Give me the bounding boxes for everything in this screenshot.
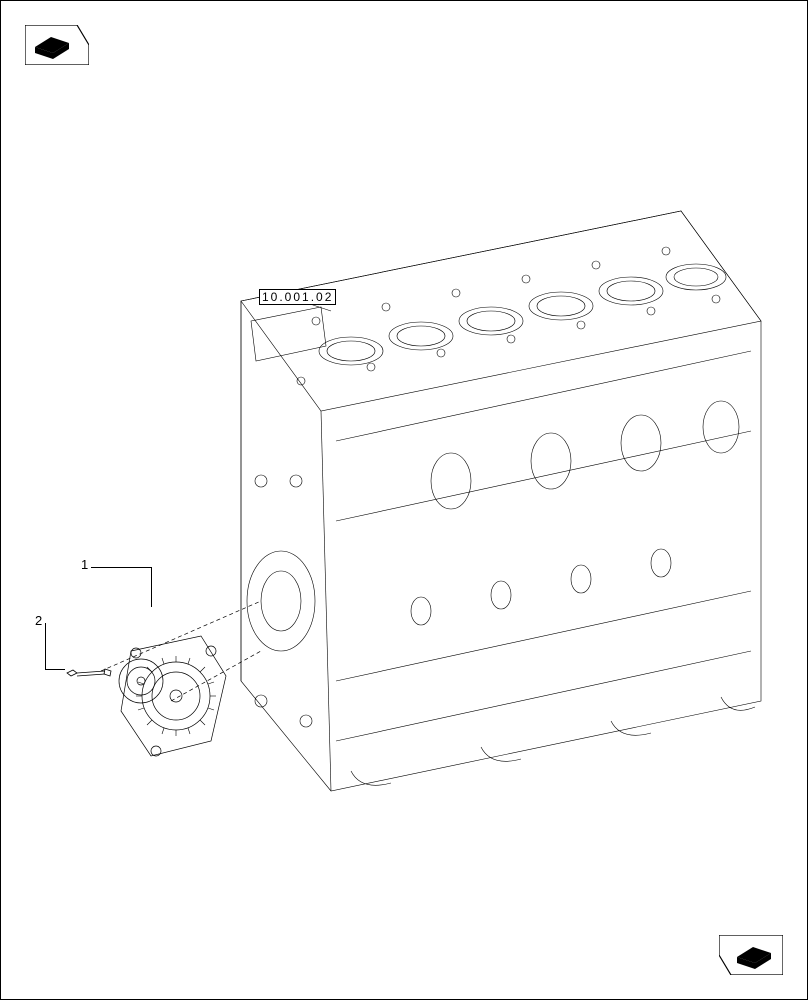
reference-label: 10.001.02	[259, 289, 336, 305]
manual-icon	[25, 25, 89, 65]
manual-icon-br	[719, 935, 783, 975]
callout-2: 2	[35, 613, 42, 628]
callout-1: 1	[81, 557, 88, 572]
callout-line-1	[91, 567, 151, 568]
callout-line-2	[45, 623, 46, 669]
callout-line-1v	[151, 567, 152, 607]
callout-line-2h	[45, 669, 65, 670]
diagram-page: 10.001.02	[0, 0, 808, 1000]
oil-pump-illustration	[61, 581, 261, 781]
